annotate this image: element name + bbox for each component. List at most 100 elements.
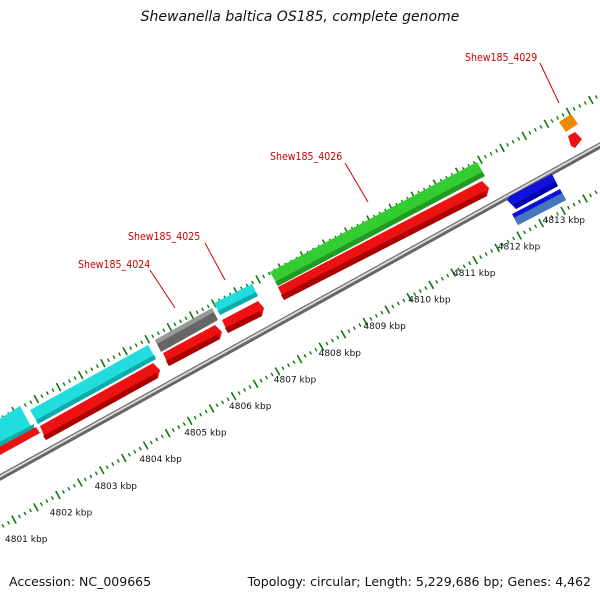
scale-tick bbox=[572, 202, 576, 207]
scale-tick bbox=[116, 459, 120, 463]
forward-strand-tick bbox=[184, 316, 188, 321]
scale-tick bbox=[384, 305, 391, 314]
scale-tick bbox=[230, 391, 237, 401]
scale-tick bbox=[45, 499, 49, 504]
scale-tick bbox=[133, 449, 137, 454]
scale-tick bbox=[67, 486, 71, 491]
forward-strand-tick bbox=[489, 151, 493, 156]
forward-strand-tick bbox=[55, 382, 62, 392]
scale-tick bbox=[237, 391, 241, 395]
scale-tick bbox=[308, 350, 313, 355]
forward-strand-tick bbox=[188, 311, 195, 320]
scale-tick bbox=[325, 341, 329, 346]
feature-gray-4024 bbox=[155, 308, 218, 352]
accession-text: Accession: NC_009665 bbox=[9, 574, 152, 589]
scale-tick bbox=[149, 440, 153, 445]
scale-tick bbox=[252, 379, 259, 389]
gene-label-4029: Shew185_4029 bbox=[465, 52, 537, 64]
scale-tick bbox=[446, 273, 450, 278]
scale-tick bbox=[270, 372, 274, 377]
scale-tick bbox=[160, 434, 164, 439]
scale-tick bbox=[479, 255, 483, 260]
forward-strand-tick bbox=[166, 322, 173, 332]
scale-tick bbox=[560, 206, 566, 216]
scale-tick bbox=[155, 437, 159, 442]
forward-strand-tick bbox=[151, 334, 155, 339]
scale-tick bbox=[274, 367, 281, 376]
scale-tick bbox=[501, 242, 505, 247]
scale-tick bbox=[142, 441, 149, 450]
scale-tick bbox=[506, 239, 510, 244]
scale-tick bbox=[556, 211, 560, 216]
forward-strand-tick bbox=[517, 136, 521, 141]
scale-tick bbox=[380, 310, 384, 315]
scale-tick bbox=[567, 205, 571, 210]
forward-strand-tick bbox=[543, 119, 550, 129]
forward-strand-tick bbox=[594, 95, 598, 99]
feature-blue-reverse-1-shade bbox=[513, 182, 558, 209]
forward-strand-tick bbox=[77, 370, 84, 380]
scale-tick bbox=[538, 218, 544, 228]
forward-strand-tick bbox=[134, 343, 138, 348]
scale-tick bbox=[61, 489, 65, 494]
scale-tick bbox=[50, 496, 54, 500]
feature-cyan-2 bbox=[30, 345, 156, 424]
scale-tick bbox=[303, 354, 307, 358]
scale-tick bbox=[28, 508, 32, 513]
forward-strand-tick bbox=[23, 403, 27, 407]
leader-line-4024 bbox=[149, 269, 176, 309]
forward-strand-tick bbox=[112, 355, 116, 360]
scale-tick bbox=[534, 224, 538, 229]
forward-strand-tick bbox=[533, 127, 537, 132]
scale-tick bbox=[138, 446, 142, 451]
forward-strand-tick bbox=[51, 388, 55, 393]
scale-tick bbox=[33, 503, 39, 512]
forward-strand-tick bbox=[45, 391, 49, 396]
scale-label: 4804 kbp bbox=[139, 455, 182, 465]
leader-line-4025 bbox=[204, 242, 226, 281]
feature-cyan-2-shade bbox=[36, 355, 156, 424]
map-title: Shewanella baltica OS185, complete genom… bbox=[140, 9, 460, 25]
scale-tick bbox=[594, 190, 598, 195]
forward-strand-tick bbox=[583, 101, 587, 105]
scale-tick bbox=[11, 515, 17, 524]
forward-strand-tick bbox=[539, 124, 543, 129]
forward-strand-tick bbox=[499, 143, 505, 153]
scale-tick bbox=[462, 264, 466, 269]
scale-label: 4802 kbp bbox=[50, 508, 93, 518]
feature-green-4026-shade bbox=[275, 172, 485, 286]
scale-tick bbox=[413, 292, 417, 297]
forward-strand-tick bbox=[251, 280, 255, 285]
scale-tick bbox=[111, 462, 115, 466]
forward-strand-tick bbox=[195, 310, 199, 315]
scale-tick bbox=[6, 520, 11, 525]
scale-tick bbox=[314, 347, 318, 352]
forward-strand-tick bbox=[73, 376, 77, 381]
scale-label: 4803 kbp bbox=[95, 482, 138, 492]
gene-label-4025: Shew185_4025 bbox=[128, 231, 200, 243]
forward-strand-tick bbox=[144, 334, 151, 344]
scale-tick bbox=[193, 415, 197, 420]
forward-strand-tick bbox=[40, 394, 44, 399]
scale-tick bbox=[1, 523, 5, 528]
forward-strand-tick bbox=[156, 331, 160, 336]
scale-labels: 4801 kbp 4802 kbp 4803 kbp 4804 kbp 4805 kbp… bbox=[5, 216, 585, 545]
scale-tick bbox=[204, 409, 208, 414]
scale-tick bbox=[281, 366, 285, 371]
forward-strand-tick bbox=[95, 364, 99, 369]
feature-gray-4024-top bbox=[155, 308, 214, 344]
scale-tick bbox=[418, 289, 422, 294]
scale-tick bbox=[248, 384, 252, 389]
forward-strand-tick bbox=[565, 107, 572, 117]
feature-track-reverse bbox=[507, 174, 566, 225]
scale-tick bbox=[76, 478, 83, 487]
scale-tick bbox=[369, 316, 373, 321]
forward-strand-tick bbox=[210, 299, 217, 308]
forward-strand-tick bbox=[33, 394, 40, 404]
scale-tick bbox=[120, 453, 127, 463]
scale-label: 4806 kbp bbox=[229, 402, 272, 412]
scale-label: 4809 kbp bbox=[363, 322, 406, 332]
feature-orange-4029 bbox=[559, 114, 578, 132]
scale-tick bbox=[171, 428, 175, 432]
scale-tick bbox=[577, 199, 582, 204]
